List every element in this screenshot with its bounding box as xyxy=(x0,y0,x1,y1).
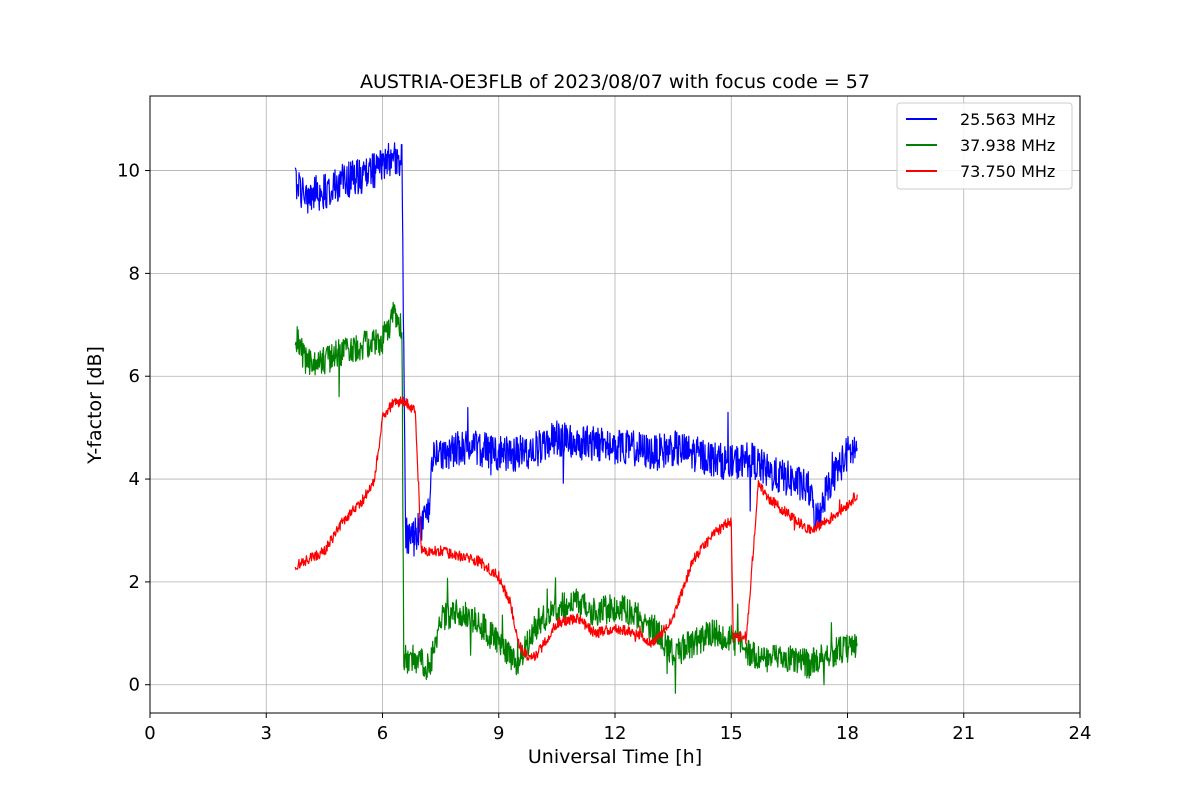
y-axis-title: Y-factor [dB] xyxy=(84,346,106,465)
x-tick-label: 6 xyxy=(377,723,388,744)
x-axis-title: Universal Time [h] xyxy=(528,746,702,768)
x-tick-label: 24 xyxy=(1069,723,1092,744)
y-tick-label: 2 xyxy=(129,572,140,593)
y-axis-ticks: 0 2 4 6 8 10 xyxy=(117,161,150,696)
legend: 25.563 MHz 37.938 MHz 73.750 MHz xyxy=(896,102,1073,190)
plot-series xyxy=(294,142,858,694)
x-tick-label: 3 xyxy=(261,723,272,744)
series-line xyxy=(294,142,858,557)
y-tick-label: 10 xyxy=(117,161,140,182)
x-tick-label: 21 xyxy=(952,723,975,744)
x-tick-label: 0 xyxy=(144,723,155,744)
y-tick-label: 8 xyxy=(129,263,140,284)
x-tick-label: 12 xyxy=(604,723,627,744)
x-tick-label: 18 xyxy=(836,723,859,744)
legend-box xyxy=(896,102,1073,190)
series-line xyxy=(294,396,858,661)
x-axis-ticks: 0 3 6 9 12 15 18 21 24 xyxy=(144,713,1091,744)
x-tick-label: 15 xyxy=(720,723,743,744)
legend-label: 25.563 MHz xyxy=(960,110,1055,129)
y-tick-label: 6 xyxy=(129,366,140,387)
x-tick-label: 9 xyxy=(493,723,504,744)
chart-title: AUSTRIA-OE3FLB of 2023/08/07 with focus … xyxy=(360,71,870,93)
series-line xyxy=(294,301,858,694)
y-tick-label: 4 xyxy=(129,469,140,490)
legend-label: 73.750 MHz xyxy=(960,162,1055,181)
legend-label: 37.938 MHz xyxy=(960,136,1055,155)
y-tick-label: 0 xyxy=(129,675,140,696)
